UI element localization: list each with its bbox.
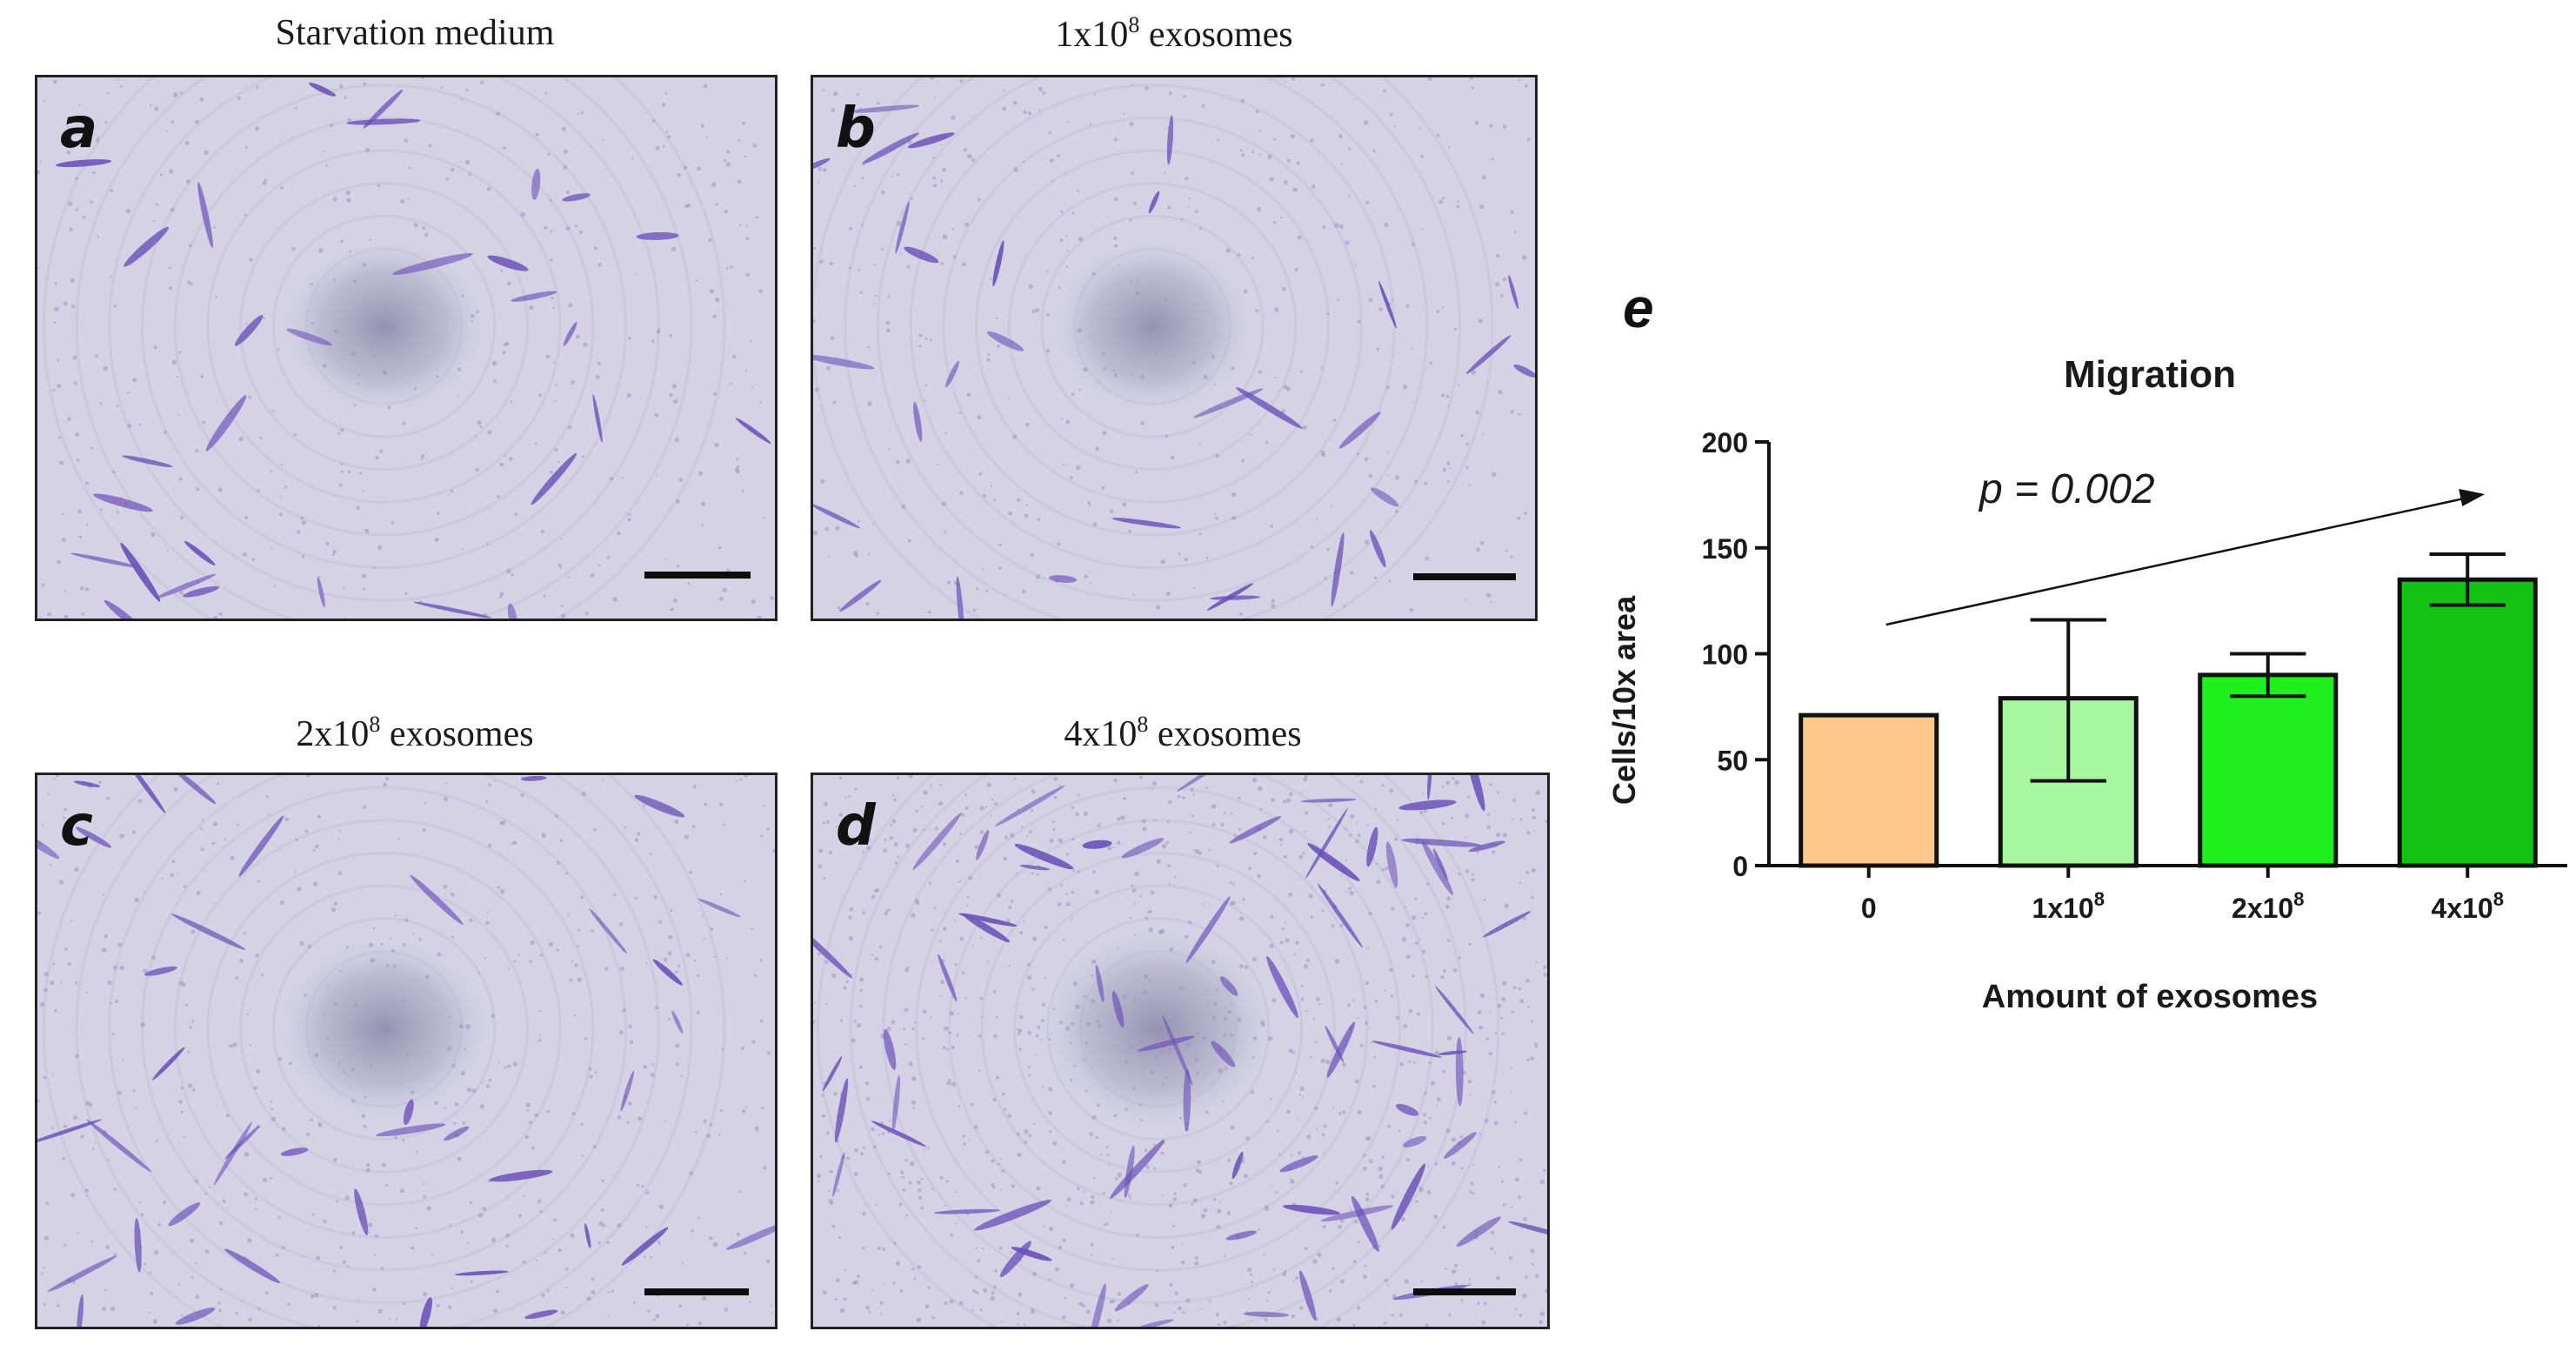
panel-d-letter: d: [836, 794, 876, 859]
micrograph-c: c: [35, 773, 777, 1329]
panel-c-title-suffix: exosomes: [380, 714, 534, 754]
scale-bar-d: [1413, 1288, 1516, 1295]
panel-a-title: Starvation medium: [37, 12, 793, 54]
panel-e-letter: e: [1623, 277, 1654, 339]
micrograph-c-image: [37, 775, 775, 1327]
micrograph-a-image: [37, 77, 775, 619]
micrograph-b: b: [811, 75, 1538, 621]
trend-arrow-head: [2459, 489, 2486, 506]
panel-d-title-suffix: exosomes: [1148, 714, 1302, 754]
panel-c-title: 2x108 exosomes: [37, 712, 793, 755]
panel-a-letter: a: [60, 97, 98, 161]
y-tick-label: 0: [1732, 851, 1748, 882]
y-tick-label: 200: [1702, 427, 1748, 458]
migration-bar-chart: e Migration Cells/10x area Amount of exo…: [1606, 277, 2567, 1015]
panel-b-letter: b: [836, 97, 876, 161]
y-tick-label: 50: [1717, 745, 1748, 776]
scale-bar-a: [644, 572, 751, 579]
chart-title: Migration: [2064, 353, 2236, 396]
trend-arrow-line: [1885, 497, 2465, 626]
panel-b-title: 1x108 exosomes: [809, 12, 1539, 56]
x-axis-label: Amount of exosomes: [1982, 979, 2318, 1015]
panel-c-title-base: 2x10: [296, 714, 370, 754]
bar: [2397, 577, 2538, 868]
panel-c-letter: c: [60, 794, 93, 859]
panel-b-title-suffix: exosomes: [1139, 15, 1293, 55]
micrograph-a: a: [35, 75, 777, 621]
x-tick-label: 4x108: [2432, 888, 2504, 924]
panel-a-title-text: Starvation medium: [275, 13, 555, 53]
micrograph-d: d: [811, 773, 1550, 1329]
panel-b-title-sup: 8: [1128, 12, 1140, 37]
scale-bar-c: [644, 1288, 749, 1295]
bar: [1799, 712, 1939, 868]
panel-d-title: 4x108 exosomes: [809, 712, 1557, 755]
x-tick-label: 1x108: [2032, 888, 2105, 924]
chart-plot-area: 0 50 100 150 200 0 1x108 2x108 4x108: [1702, 427, 2567, 924]
scale-bar-b: [1413, 573, 1516, 580]
bar: [2198, 672, 2339, 868]
micrograph-b-image: [813, 77, 1535, 619]
panel-b-title-base: 1x10: [1055, 15, 1129, 55]
y-tick-label: 100: [1702, 639, 1748, 671]
micrograph-d-image: [813, 775, 1547, 1327]
y-tick-label: 150: [1702, 533, 1748, 565]
p-value-annotation: p = 0.002: [1978, 466, 2155, 512]
panel-d-title-base: 4x10: [1064, 714, 1138, 754]
y-axis-label: Cells/10x area: [1606, 595, 1642, 805]
x-tick-label: 0: [1861, 893, 1877, 924]
panel-d-title-sup: 8: [1137, 712, 1149, 737]
x-tick-label: 2x108: [2232, 888, 2304, 924]
panel-c-title-sup: 8: [369, 712, 381, 737]
